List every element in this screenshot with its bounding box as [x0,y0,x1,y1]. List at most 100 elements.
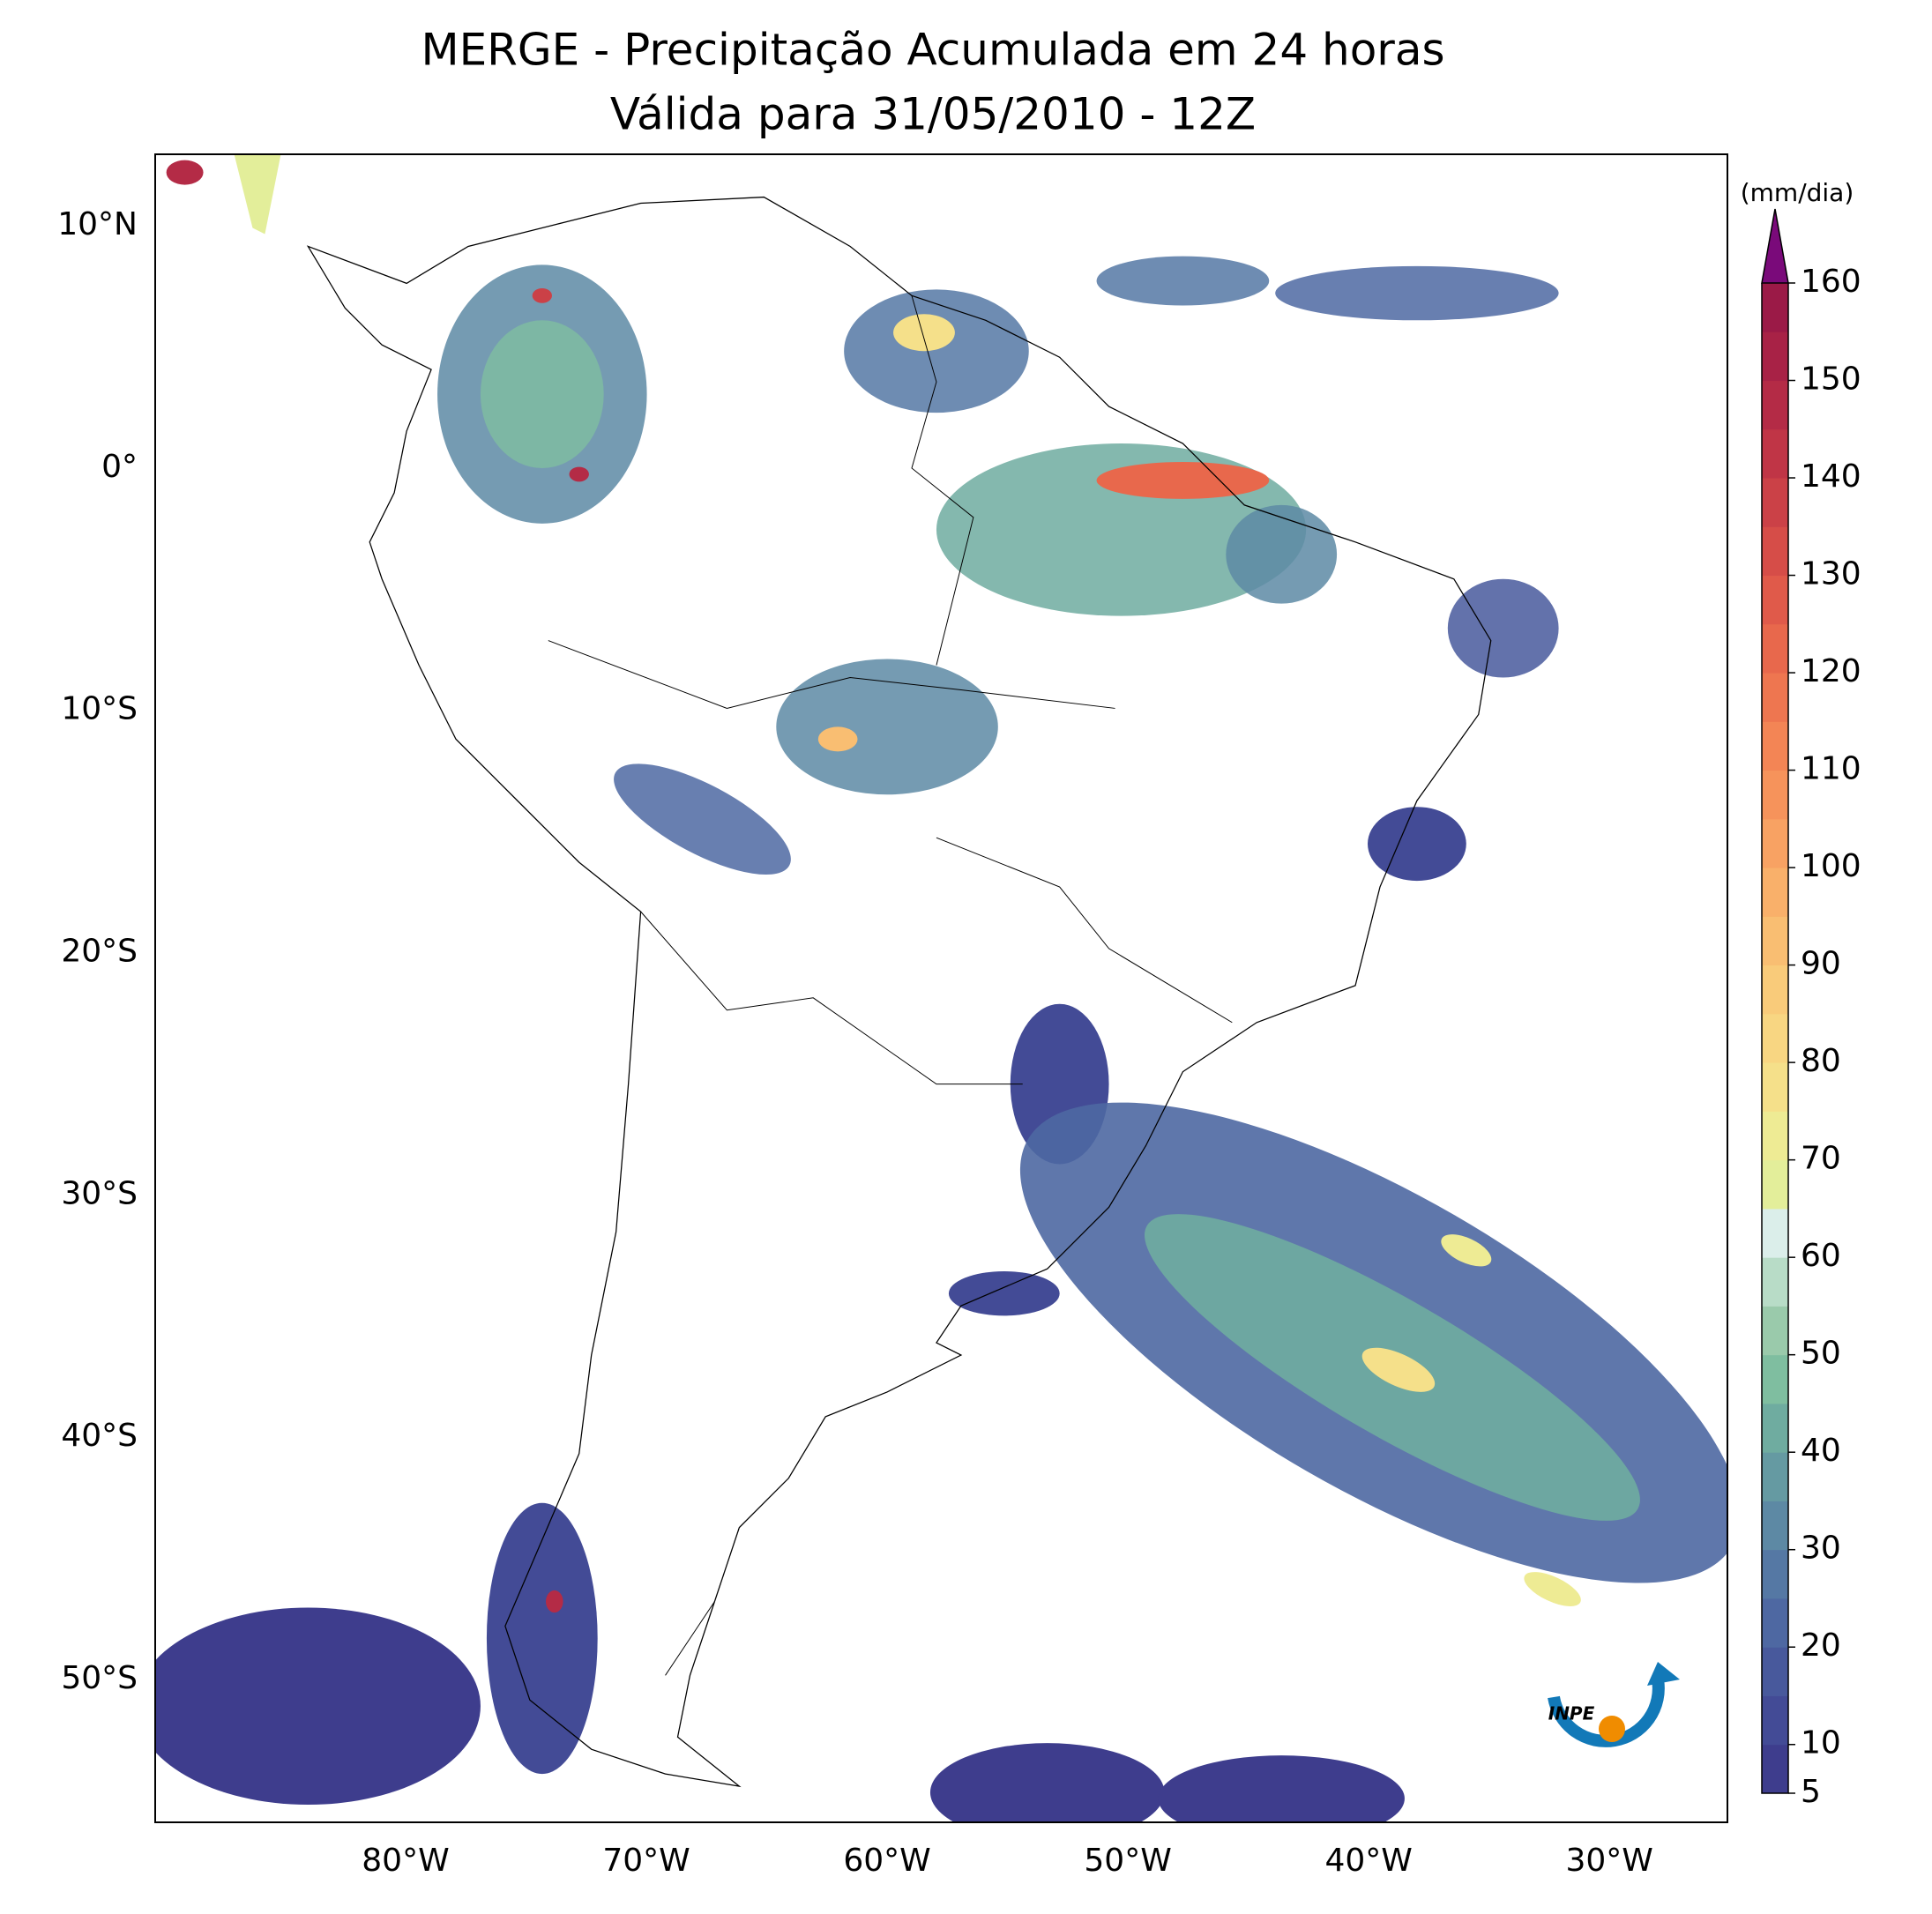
logo-sun [1599,1716,1625,1742]
colorbar-band [1762,1013,1788,1063]
x-tick-label: 80°W [362,1843,449,1879]
colorbar-band [1762,1062,1788,1112]
colorbar-tick-label: 80 [1801,1043,1841,1079]
colorbar-band [1762,673,1788,722]
precipitation-fields [155,154,1727,1822]
subtitle: Válida para 31/05/2010 - 12Z [610,89,1256,140]
rain-core [1441,1234,1492,1267]
colorbar-tick-label: 60 [1801,1238,1841,1274]
colorbar-frame [1761,283,1789,1794]
rain-area [948,1271,1060,1316]
colorbar-band [1762,1159,1788,1210]
logo-arrow [1647,1662,1680,1686]
rain-core [569,466,589,482]
x-tick-label: 60°W [843,1843,930,1879]
rain-area [1447,578,1559,678]
y-tick-label: 0° [101,449,138,485]
colorbar-band [1762,283,1788,332]
colorbar-tick-label: 40 [1801,1433,1841,1469]
colorbar-band [1762,575,1788,625]
rain-core [546,1590,563,1613]
rain-area [1226,504,1338,604]
colorbar-tick-label: 160 [1801,264,1861,300]
y-tick-label: 40°S [61,1418,138,1454]
rain-area [234,154,281,235]
coastline [306,196,1492,1788]
colorbar-band [1762,1452,1788,1501]
y-tick-label: 30°S [61,1175,138,1211]
colorbar-band [1762,1647,1788,1696]
colorbar-band [1762,868,1788,917]
colorbar-band [1762,1257,1788,1307]
rain-area [930,1743,1165,1822]
x-tick-label: 40°W [1324,1843,1412,1879]
colorbar-band [1762,526,1788,577]
colorbar-band [1762,818,1788,868]
colorbar-band [1762,1111,1788,1161]
colorbar-band [1762,916,1788,966]
rain-area [486,1502,598,1775]
rain-area [1275,265,1559,321]
colorbar-tick-label: 10 [1801,1725,1841,1761]
colorbar-band [1762,1208,1788,1258]
colorbar-tick-label: 110 [1801,751,1861,787]
colorbar-tick-label: 120 [1801,653,1861,689]
rain-area [1096,256,1270,306]
colorbar-band [1762,1403,1788,1453]
colorbar-band [1762,964,1788,1015]
logo: INPE [1522,1616,1710,1821]
colorbar-tick-label: 130 [1801,556,1861,592]
rain-core [893,314,955,352]
rain-area [844,289,1029,413]
rain-area [480,320,604,468]
colorbar-tick-label: 5 [1801,1774,1821,1810]
colorbar-band [1762,770,1788,820]
colorbar-tick-label: 100 [1801,848,1861,884]
x-tick-label: 30°W [1566,1843,1653,1879]
rain-area [1158,1755,1405,1822]
map-area [155,154,1727,1822]
rain-core [817,726,858,752]
x-tick-label: 70°W [602,1843,690,1879]
rain-area [155,1607,481,1806]
rain-core [166,160,204,185]
y-tick-label: 10°S [61,691,138,727]
colorbar-tick-label: 30 [1801,1530,1841,1567]
colorbar-extend [1761,208,1789,284]
colorbar-band [1762,1597,1788,1648]
rain-area [614,763,791,875]
y-tick-label: 20°S [61,933,138,969]
colorbar-label: (mm/dia) [1741,178,1854,207]
colorbar-tick-label: 20 [1801,1627,1841,1664]
colorbar-tick-label: 70 [1801,1141,1841,1177]
y-tick-label: 50°S [61,1660,138,1696]
rain-core [532,287,552,303]
colorbar-band [1762,1501,1788,1551]
rain-core [1096,461,1270,499]
colorbar-band [1762,1354,1788,1404]
logo-text: INPE [1548,1703,1595,1724]
rain-area [1368,807,1466,882]
title: MERGE - Precipitação Acumulada em 24 hor… [421,25,1444,76]
y-tick-label: 10°N [57,206,138,242]
colorbar-band [1762,331,1788,382]
colorbar-band [1762,478,1788,527]
x-tick-label: 50°W [1084,1843,1171,1879]
colorbar-band [1762,1744,1788,1794]
colorbar-band [1762,1695,1788,1746]
colorbar-band [1762,1306,1788,1356]
colorbar-band [1762,428,1788,479]
colorbar-band [1762,721,1788,771]
colorbar-tick-label: 90 [1801,946,1841,982]
colorbar-tick-label: 50 [1801,1336,1841,1372]
colorbar-tick-label: 150 [1801,361,1861,398]
colorbar-band [1762,623,1788,674]
colorbar-band [1762,1549,1788,1599]
rain-core [1524,1572,1581,1606]
colorbar-tick-label: 140 [1801,458,1861,495]
map-frame [154,153,1728,1823]
rain-area [776,659,998,795]
rain-core [1361,1347,1436,1392]
colorbar-band [1762,380,1788,430]
